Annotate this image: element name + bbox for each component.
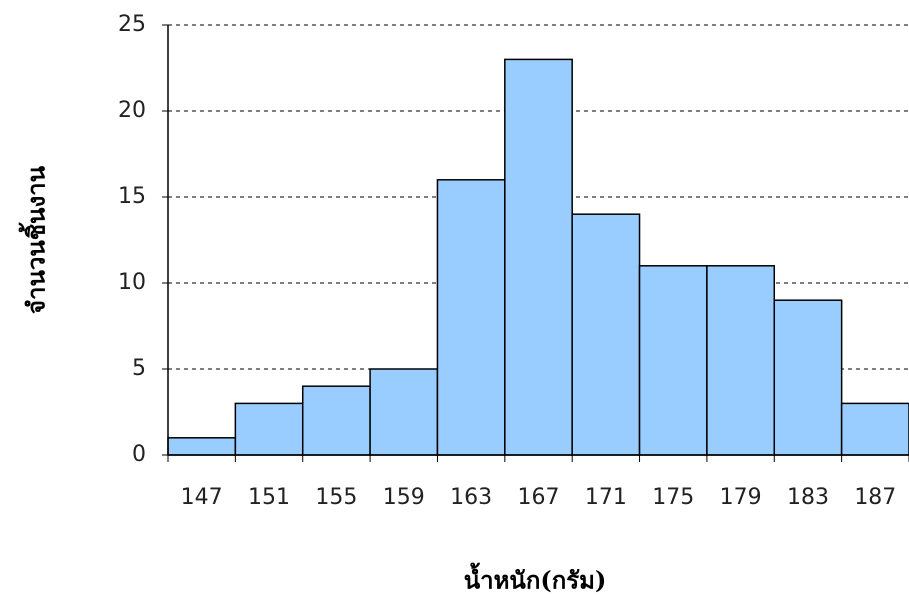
bar [301,385,371,456]
x-tick-label: 187 [854,485,896,510]
y-tick-label: 5 [132,356,146,381]
x-tick-label: 167 [518,485,560,510]
bar [167,437,237,456]
x-tick-label: 163 [450,485,492,510]
bar [369,368,439,456]
y-tick-label: 20 [118,98,146,123]
bar [504,58,573,456]
bar [706,265,776,456]
y-axis-title: จำนวนชิ้นงาน [18,165,51,314]
bar [638,265,708,456]
x-tick-label: 151 [248,485,290,510]
bar [436,179,506,456]
y-tick-label: 15 [118,184,146,209]
y-tick-label: 10 [118,270,146,295]
x-tick-label: 155 [315,485,357,510]
x-tick-label: 159 [383,485,425,510]
x-tick-label: 179 [720,485,762,510]
x-tick-label: 183 [787,485,829,510]
x-tick-label: 175 [652,485,694,510]
y-tick-label: 25 [118,12,146,37]
bar [773,299,843,456]
bar [571,213,641,456]
bar [840,402,909,456]
bar [234,402,304,456]
x-tick-label: 147 [181,485,223,510]
x-tick-label: 171 [585,485,627,510]
x-axis-title: น้ำหนัก(กรัม) [464,562,607,595]
y-tick-label: 0 [132,442,146,467]
